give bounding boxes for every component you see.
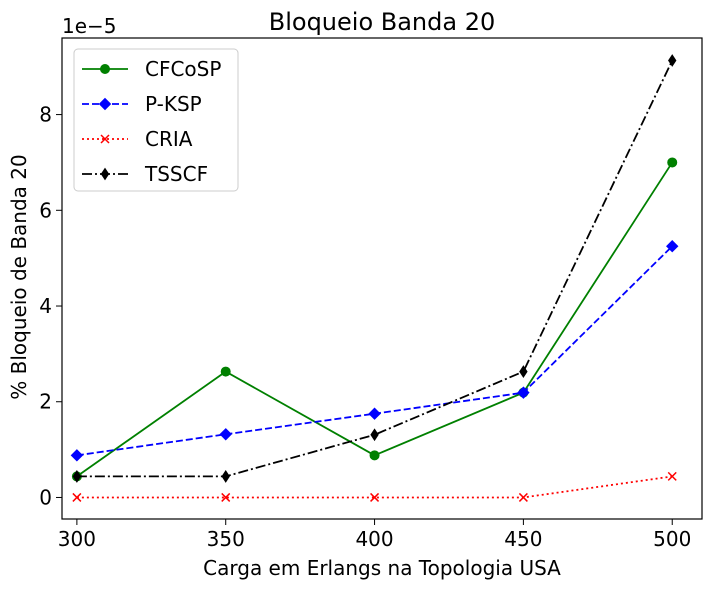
data-point — [220, 366, 231, 377]
series-tsscf — [72, 54, 677, 483]
y-offset-text: 1e−5 — [62, 14, 117, 38]
series-cria — [72, 471, 677, 502]
x-axis-label: Carga em Erlangs na Topologia USA — [203, 556, 561, 580]
y-tick-label: 4 — [39, 294, 52, 318]
data-point — [72, 469, 82, 483]
legend-marker — [100, 134, 110, 144]
legend-entry: TSSCF — [82, 162, 208, 186]
x-tick-label: 500 — [653, 527, 691, 551]
legend-label: CRIA — [145, 127, 193, 151]
x-tick-label: 400 — [355, 527, 393, 551]
data-point — [668, 54, 677, 67]
legend: CFCoSP P-KSP CRIA TSSCF — [73, 48, 239, 192]
legend-label: TSSCF — [144, 162, 208, 186]
series-line — [76, 245, 673, 457]
plot-frame — [61, 37, 703, 520]
x-tick-label: 300 — [58, 527, 96, 551]
data-point — [368, 407, 381, 420]
series-line — [76, 60, 674, 478]
legend-entry: CFCoSP — [82, 57, 221, 81]
data-point — [517, 386, 530, 399]
y-tick-label: 0 — [39, 485, 52, 509]
data-point — [219, 428, 232, 441]
data-point — [70, 449, 84, 462]
legend-box — [73, 48, 239, 192]
y-axis-ticks: 0 2 4 6 8 — [39, 103, 62, 509]
series-p-ksp — [70, 239, 679, 462]
y-tick-label: 6 — [39, 198, 52, 222]
data-point — [72, 492, 82, 502]
data-point — [667, 157, 678, 168]
x-axis-ticks: 300 350 400 450 500 — [58, 519, 691, 551]
legend-label: P-KSP — [145, 92, 202, 116]
series-line — [76, 475, 673, 499]
x-tick-label: 450 — [504, 527, 542, 551]
data-point — [221, 492, 231, 502]
legend-marker — [100, 167, 110, 181]
y-tick-label: 2 — [39, 390, 52, 414]
y-tick-label: 8 — [39, 103, 52, 127]
chart-title: Bloqueio Banda 20 — [269, 8, 496, 36]
data-point — [667, 471, 677, 481]
data-point — [370, 492, 380, 502]
data-point — [370, 428, 379, 442]
legend-entry: P-KSP — [82, 92, 202, 116]
legend-entry: CRIA — [82, 127, 193, 151]
data-point — [519, 365, 528, 379]
y-axis-label: % Bloqueio de Banda 20 — [7, 154, 31, 399]
legend-marker — [100, 64, 110, 74]
legend-marker — [98, 97, 112, 111]
x-tick-label: 350 — [207, 527, 245, 551]
data-point — [666, 239, 679, 253]
data-point — [518, 492, 528, 502]
plot-series — [70, 54, 679, 502]
data-point — [369, 450, 380, 461]
data-point — [221, 469, 230, 483]
legend-label: CFCoSP — [145, 57, 221, 81]
